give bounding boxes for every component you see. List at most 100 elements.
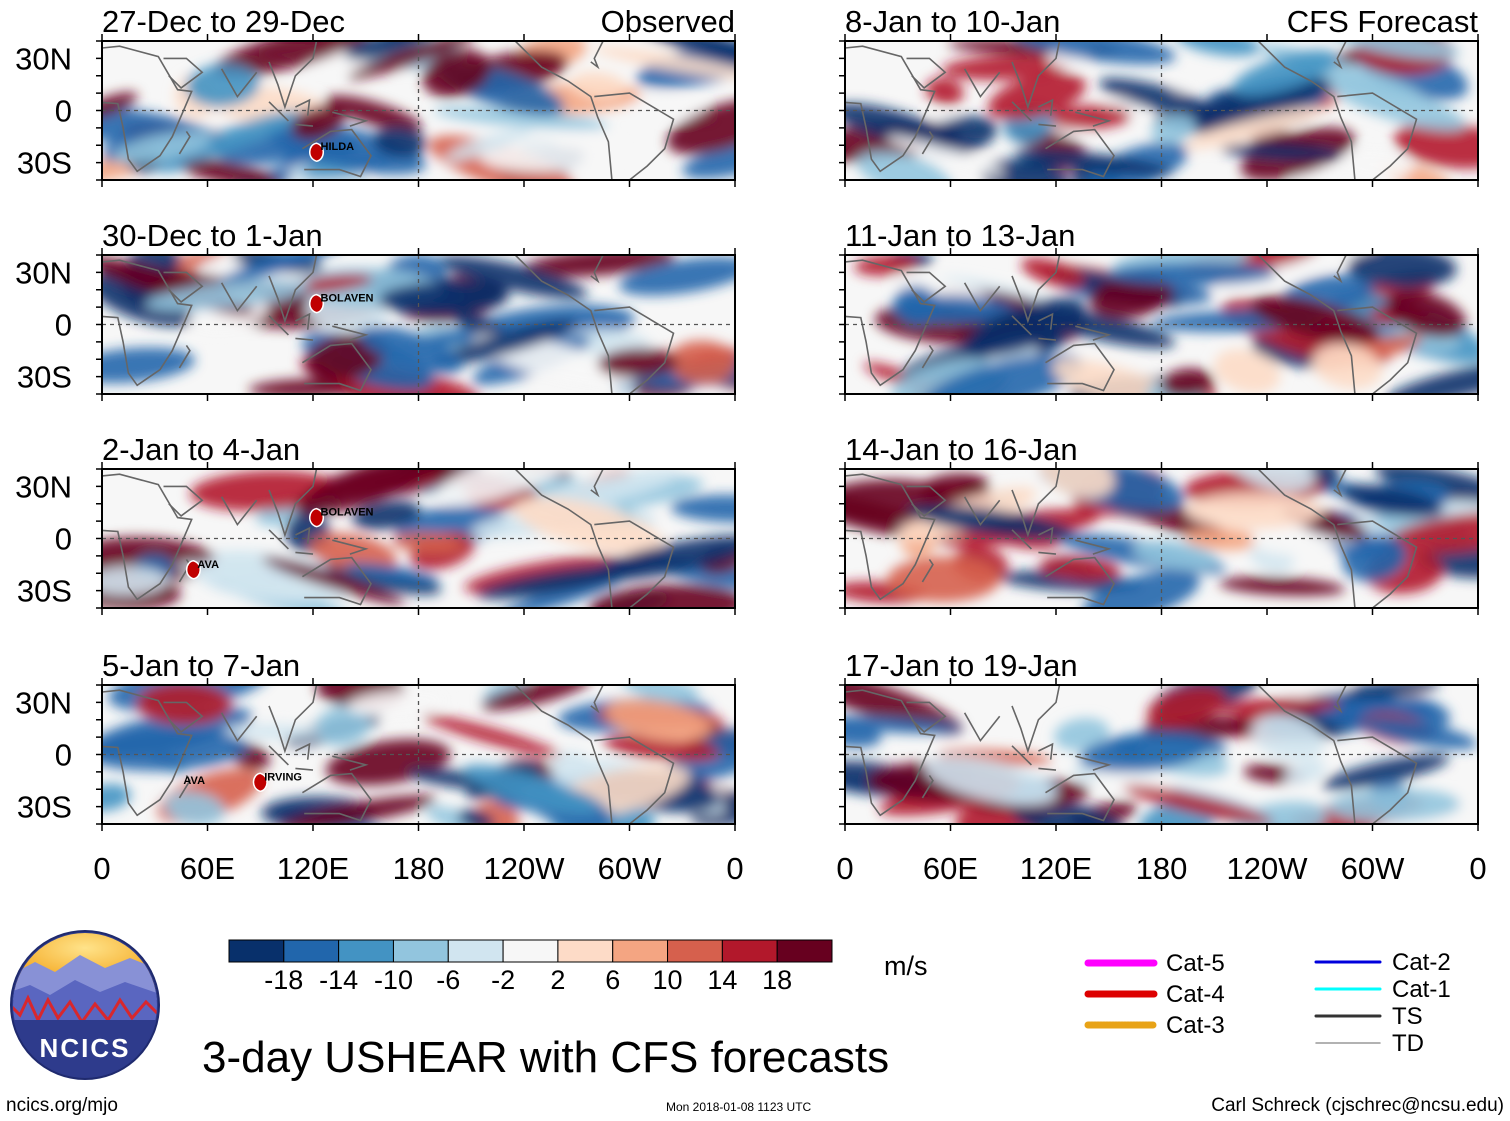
- shear-contour: [668, 340, 735, 385]
- map-panel: 27-Dec to 29-Dec Observed 30N 0 30S HILDA: [15, 4, 736, 187]
- shear-contour: [670, 494, 735, 523]
- shear-contour: [457, 809, 495, 824]
- shear-contour: [1340, 685, 1440, 699]
- coastline: [1257, 41, 1356, 180]
- map-panel: 30-Dec to 1-Jan 30N 0 30S BOLAVEN: [15, 218, 736, 401]
- shear-contour: [1220, 143, 1344, 160]
- shear-contour: [1132, 540, 1220, 571]
- shear-contour: [887, 556, 1001, 603]
- colorbar-tick-label: 14: [707, 965, 737, 995]
- legend-label: Cat-1: [1392, 976, 1451, 1003]
- shear-contour: [1250, 295, 1381, 344]
- coastline: [1075, 325, 1112, 341]
- coastline: [220, 282, 258, 313]
- coastline: [220, 496, 258, 527]
- shear-contour: [923, 353, 1084, 394]
- shear-contour: [1214, 349, 1281, 394]
- shear-contour: [1394, 121, 1478, 169]
- shear-contour: [1098, 78, 1216, 118]
- shear-contour: [987, 72, 1086, 121]
- coastline: [178, 130, 191, 155]
- coastline: [1075, 111, 1112, 127]
- shear-contour: [102, 347, 195, 384]
- y-tick-label: 30S: [17, 574, 72, 609]
- coastline: [1045, 772, 1115, 822]
- coastline: [1045, 128, 1115, 178]
- shear-contour: [1160, 368, 1214, 394]
- colorbar-units: m/s: [884, 951, 928, 981]
- coastline: [514, 255, 613, 394]
- coastline: [1257, 469, 1356, 608]
- shear-contour: [347, 41, 475, 79]
- shear-contour: [422, 714, 561, 757]
- shear-contour: [1359, 717, 1478, 750]
- map-panel: 11-Jan to 13-Jan: [839, 218, 1479, 401]
- y-tick-label: 30N: [15, 469, 72, 504]
- colorbar-bin: [502, 939, 559, 963]
- coastline: [301, 128, 372, 178]
- shear-field: [845, 41, 1478, 180]
- ncics-logo: NCICS: [10, 930, 160, 1080]
- shear-contour: [1212, 697, 1341, 715]
- shear-contour: [1418, 545, 1478, 579]
- coastline: [845, 473, 936, 601]
- colorbar-tick-label: 10: [653, 965, 683, 995]
- shear-contour: [1341, 150, 1412, 180]
- colorbar-tick-label: -14: [319, 965, 358, 995]
- shear-contour: [551, 750, 593, 790]
- shear-contour: [682, 142, 735, 179]
- colorbar-tick-label: -6: [436, 965, 460, 995]
- x-axes: 0 60E 120E 180 120W 60W 0 0 60E 120E 180 120W 60W 0: [93, 851, 1486, 886]
- shear-contour: [1089, 273, 1173, 319]
- column-tag: Observed: [601, 4, 735, 39]
- coastline: [1038, 123, 1057, 127]
- shear-contour: [1252, 524, 1335, 556]
- shear-contour: [1123, 784, 1274, 824]
- coastline: [268, 41, 318, 110]
- column-tag: CFS Forecast: [1287, 4, 1479, 39]
- x-tick-label: 0: [726, 851, 743, 886]
- shear-contour: [373, 126, 427, 158]
- coastline: [1038, 337, 1057, 341]
- legend-item: Cat-3: [1084, 1012, 1225, 1039]
- coastline: [332, 325, 369, 341]
- coastline: [163, 57, 204, 89]
- shear-contour: [432, 320, 578, 367]
- shear-contour: [1186, 492, 1323, 530]
- shear-contour: [391, 532, 463, 553]
- shear-contour: [462, 764, 599, 815]
- shear-contour: [1182, 107, 1322, 150]
- coastline: [963, 496, 1001, 527]
- legend-label: Cat-4: [1166, 981, 1225, 1008]
- colorbar-tick-label: 6: [605, 965, 620, 995]
- storm-marker: HILDA: [309, 141, 354, 162]
- coastline: [332, 111, 369, 127]
- storm-icon: [252, 772, 268, 793]
- panel-title: 17-Jan to 19-Jan: [845, 648, 1078, 683]
- map-panel: 8-Jan to 10-Jan CFS Forecast: [839, 4, 1479, 187]
- y-tick-label: 30N: [15, 41, 72, 76]
- legend-item: Cat-5: [1084, 950, 1225, 977]
- shear-contour: [1052, 359, 1196, 394]
- shear-contour: [471, 800, 520, 824]
- y-tick-label: 0: [55, 738, 72, 773]
- storm-marker: AVA: [183, 775, 205, 787]
- y-tick-label: 0: [55, 94, 72, 129]
- shear-contour: [924, 756, 1057, 806]
- x-tick-label: 0: [1469, 851, 1486, 886]
- coastline: [1011, 41, 1061, 110]
- shear-contour: [113, 131, 212, 164]
- coastline: [1038, 312, 1054, 330]
- shear-contour: [1328, 77, 1466, 131]
- panel-title: 8-Jan to 10-Jan: [845, 4, 1060, 39]
- shear-contour: [894, 285, 940, 326]
- coastline: [845, 259, 936, 387]
- coastline: [1333, 685, 1347, 714]
- storm-marker: BOLAVEN: [309, 293, 374, 314]
- shear-field: [845, 469, 1478, 608]
- y-tick-label: 30S: [17, 360, 72, 395]
- coastline: [102, 259, 193, 387]
- map-panel: 14-Jan to 16-Jan: [839, 432, 1479, 615]
